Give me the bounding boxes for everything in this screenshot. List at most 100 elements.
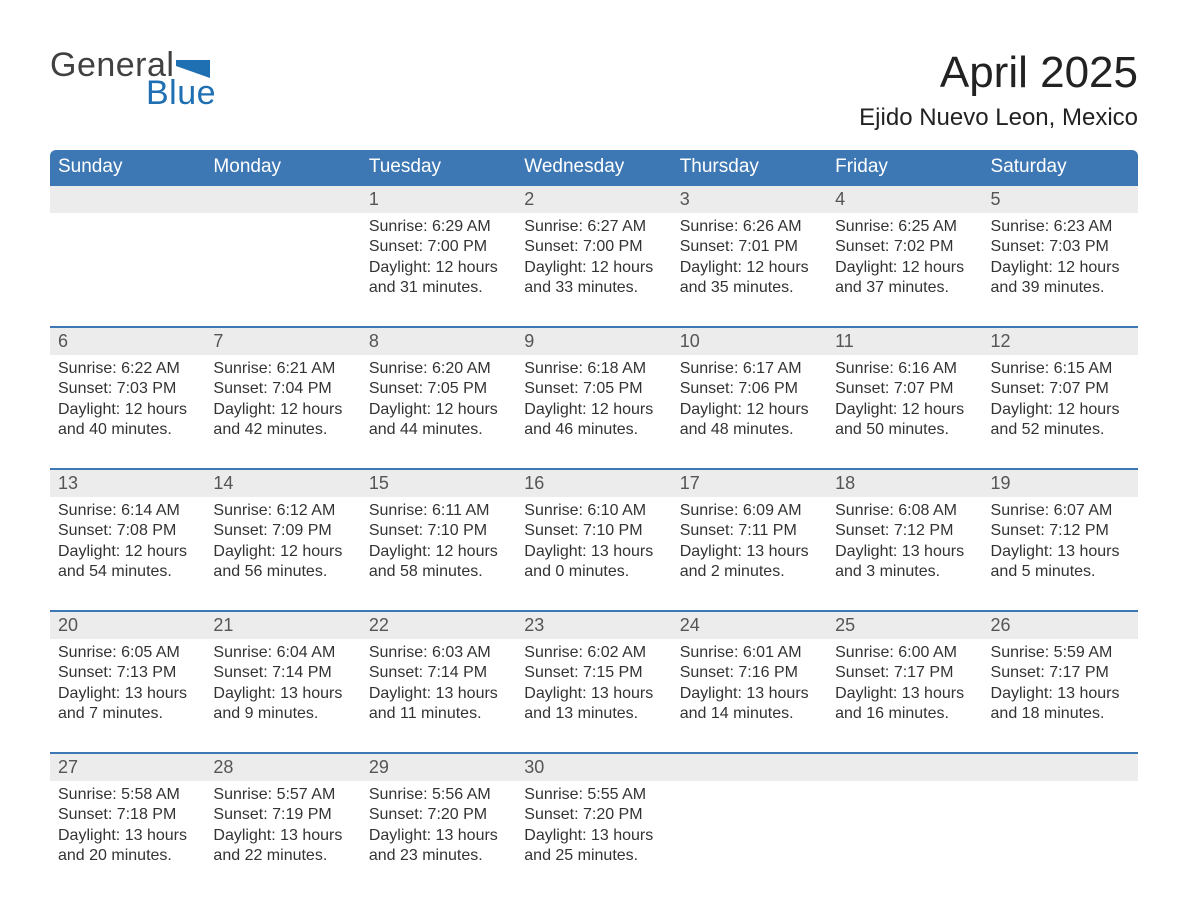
day-number-cell: 17 (672, 469, 827, 497)
day-data-cell: Sunrise: 6:20 AMSunset: 7:05 PMDaylight:… (361, 355, 516, 451)
sunrise-text: Sunrise: 5:56 AM (369, 785, 508, 805)
day-data-cell: Sunrise: 6:21 AMSunset: 7:04 PMDaylight:… (205, 355, 360, 451)
day-data-cell (50, 213, 205, 309)
day-number-cell: 6 (50, 327, 205, 355)
daylight-text: Daylight: 12 hours and 44 minutes. (369, 400, 508, 441)
sunset-text: Sunset: 7:18 PM (58, 805, 197, 825)
day-number-cell: 19 (983, 469, 1138, 497)
day-data-cell (827, 781, 982, 877)
day-number-cell (827, 753, 982, 781)
day-data-cell: Sunrise: 5:56 AMSunset: 7:20 PMDaylight:… (361, 781, 516, 877)
sunset-text: Sunset: 7:07 PM (991, 379, 1130, 399)
sunset-text: Sunset: 7:01 PM (680, 237, 819, 257)
day-number-cell: 5 (983, 185, 1138, 213)
daylight-text: Daylight: 12 hours and 58 minutes. (369, 542, 508, 583)
daylight-text: Daylight: 13 hours and 5 minutes. (991, 542, 1130, 583)
day-number-cell: 4 (827, 185, 982, 213)
day-number-cell: 11 (827, 327, 982, 355)
day-data-cell: Sunrise: 6:25 AMSunset: 7:02 PMDaylight:… (827, 213, 982, 309)
daylight-text: Daylight: 12 hours and 54 minutes. (58, 542, 197, 583)
day-number-cell (672, 753, 827, 781)
sunset-text: Sunset: 7:03 PM (58, 379, 197, 399)
sunset-text: Sunset: 7:17 PM (835, 663, 974, 683)
sunrise-text: Sunrise: 5:55 AM (524, 785, 663, 805)
day-data-cell: Sunrise: 6:12 AMSunset: 7:09 PMDaylight:… (205, 497, 360, 593)
day-data-cell: Sunrise: 6:16 AMSunset: 7:07 PMDaylight:… (827, 355, 982, 451)
day-number-cell: 30 (516, 753, 671, 781)
sunrise-text: Sunrise: 5:59 AM (991, 643, 1130, 663)
weekday-header: Friday (827, 150, 982, 185)
day-number-cell: 7 (205, 327, 360, 355)
weekday-header: Tuesday (361, 150, 516, 185)
day-number-cell: 26 (983, 611, 1138, 639)
day-number-cell: 28 (205, 753, 360, 781)
day-data-cell: Sunrise: 6:03 AMSunset: 7:14 PMDaylight:… (361, 639, 516, 735)
day-number-cell: 18 (827, 469, 982, 497)
day-number-cell: 20 (50, 611, 205, 639)
daylight-text: Daylight: 13 hours and 13 minutes. (524, 684, 663, 725)
day-data-row: Sunrise: 6:14 AMSunset: 7:08 PMDaylight:… (50, 497, 1138, 593)
sunrise-text: Sunrise: 6:23 AM (991, 217, 1130, 237)
day-number-cell: 16 (516, 469, 671, 497)
day-data-cell (672, 781, 827, 877)
sunset-text: Sunset: 7:03 PM (991, 237, 1130, 257)
day-number-row: 6789101112 (50, 327, 1138, 355)
sunrise-text: Sunrise: 6:07 AM (991, 501, 1130, 521)
sunrise-text: Sunrise: 6:17 AM (680, 359, 819, 379)
sunset-text: Sunset: 7:00 PM (524, 237, 663, 257)
sunset-text: Sunset: 7:09 PM (213, 521, 352, 541)
day-data-cell: Sunrise: 6:18 AMSunset: 7:05 PMDaylight:… (516, 355, 671, 451)
weekday-header-row: SundayMondayTuesdayWednesdayThursdayFrid… (50, 150, 1138, 185)
calendar-table: SundayMondayTuesdayWednesdayThursdayFrid… (50, 150, 1138, 877)
sunrise-text: Sunrise: 6:20 AM (369, 359, 508, 379)
daylight-text: Daylight: 12 hours and 46 minutes. (524, 400, 663, 441)
sunset-text: Sunset: 7:05 PM (369, 379, 508, 399)
day-number-row: 13141516171819 (50, 469, 1138, 497)
header-bar: General Blue April 2025 Ejido Nuevo Leon… (50, 48, 1138, 132)
day-number-cell: 14 (205, 469, 360, 497)
sunset-text: Sunset: 7:16 PM (680, 663, 819, 683)
sunset-text: Sunset: 7:15 PM (524, 663, 663, 683)
daylight-text: Daylight: 13 hours and 25 minutes. (524, 826, 663, 867)
sunset-text: Sunset: 7:11 PM (680, 521, 819, 541)
day-number-cell: 13 (50, 469, 205, 497)
daylight-text: Daylight: 13 hours and 23 minutes. (369, 826, 508, 867)
day-number-cell (983, 753, 1138, 781)
daylight-text: Daylight: 12 hours and 42 minutes. (213, 400, 352, 441)
day-data-cell: Sunrise: 6:23 AMSunset: 7:03 PMDaylight:… (983, 213, 1138, 309)
day-data-cell: Sunrise: 6:22 AMSunset: 7:03 PMDaylight:… (50, 355, 205, 451)
day-number-row: 12345 (50, 185, 1138, 213)
sunrise-text: Sunrise: 6:08 AM (835, 501, 974, 521)
sunrise-text: Sunrise: 6:11 AM (369, 501, 508, 521)
week-separator (50, 451, 1138, 469)
sunrise-text: Sunrise: 6:21 AM (213, 359, 352, 379)
daylight-text: Daylight: 12 hours and 50 minutes. (835, 400, 974, 441)
sunrise-text: Sunrise: 6:26 AM (680, 217, 819, 237)
day-number-cell: 2 (516, 185, 671, 213)
title-block: April 2025 Ejido Nuevo Leon, Mexico (859, 48, 1138, 132)
page-title: April 2025 (859, 48, 1138, 98)
day-data-cell: Sunrise: 6:04 AMSunset: 7:14 PMDaylight:… (205, 639, 360, 735)
day-number-cell (50, 185, 205, 213)
sunrise-text: Sunrise: 5:57 AM (213, 785, 352, 805)
sunset-text: Sunset: 7:20 PM (369, 805, 508, 825)
daylight-text: Daylight: 12 hours and 31 minutes. (369, 258, 508, 299)
sunrise-text: Sunrise: 6:14 AM (58, 501, 197, 521)
daylight-text: Daylight: 12 hours and 33 minutes. (524, 258, 663, 299)
sunset-text: Sunset: 7:20 PM (524, 805, 663, 825)
day-data-cell: Sunrise: 6:07 AMSunset: 7:12 PMDaylight:… (983, 497, 1138, 593)
logo-flag-icon (176, 54, 210, 76)
daylight-text: Daylight: 13 hours and 2 minutes. (680, 542, 819, 583)
sunrise-text: Sunrise: 6:09 AM (680, 501, 819, 521)
daylight-text: Daylight: 12 hours and 39 minutes. (991, 258, 1130, 299)
sunrise-text: Sunrise: 6:22 AM (58, 359, 197, 379)
daylight-text: Daylight: 13 hours and 14 minutes. (680, 684, 819, 725)
day-number-row: 27282930 (50, 753, 1138, 781)
sunset-text: Sunset: 7:08 PM (58, 521, 197, 541)
day-number-cell: 22 (361, 611, 516, 639)
logo: General Blue (50, 48, 216, 110)
daylight-text: Daylight: 13 hours and 9 minutes. (213, 684, 352, 725)
sunset-text: Sunset: 7:00 PM (369, 237, 508, 257)
daylight-text: Daylight: 12 hours and 40 minutes. (58, 400, 197, 441)
sunset-text: Sunset: 7:02 PM (835, 237, 974, 257)
